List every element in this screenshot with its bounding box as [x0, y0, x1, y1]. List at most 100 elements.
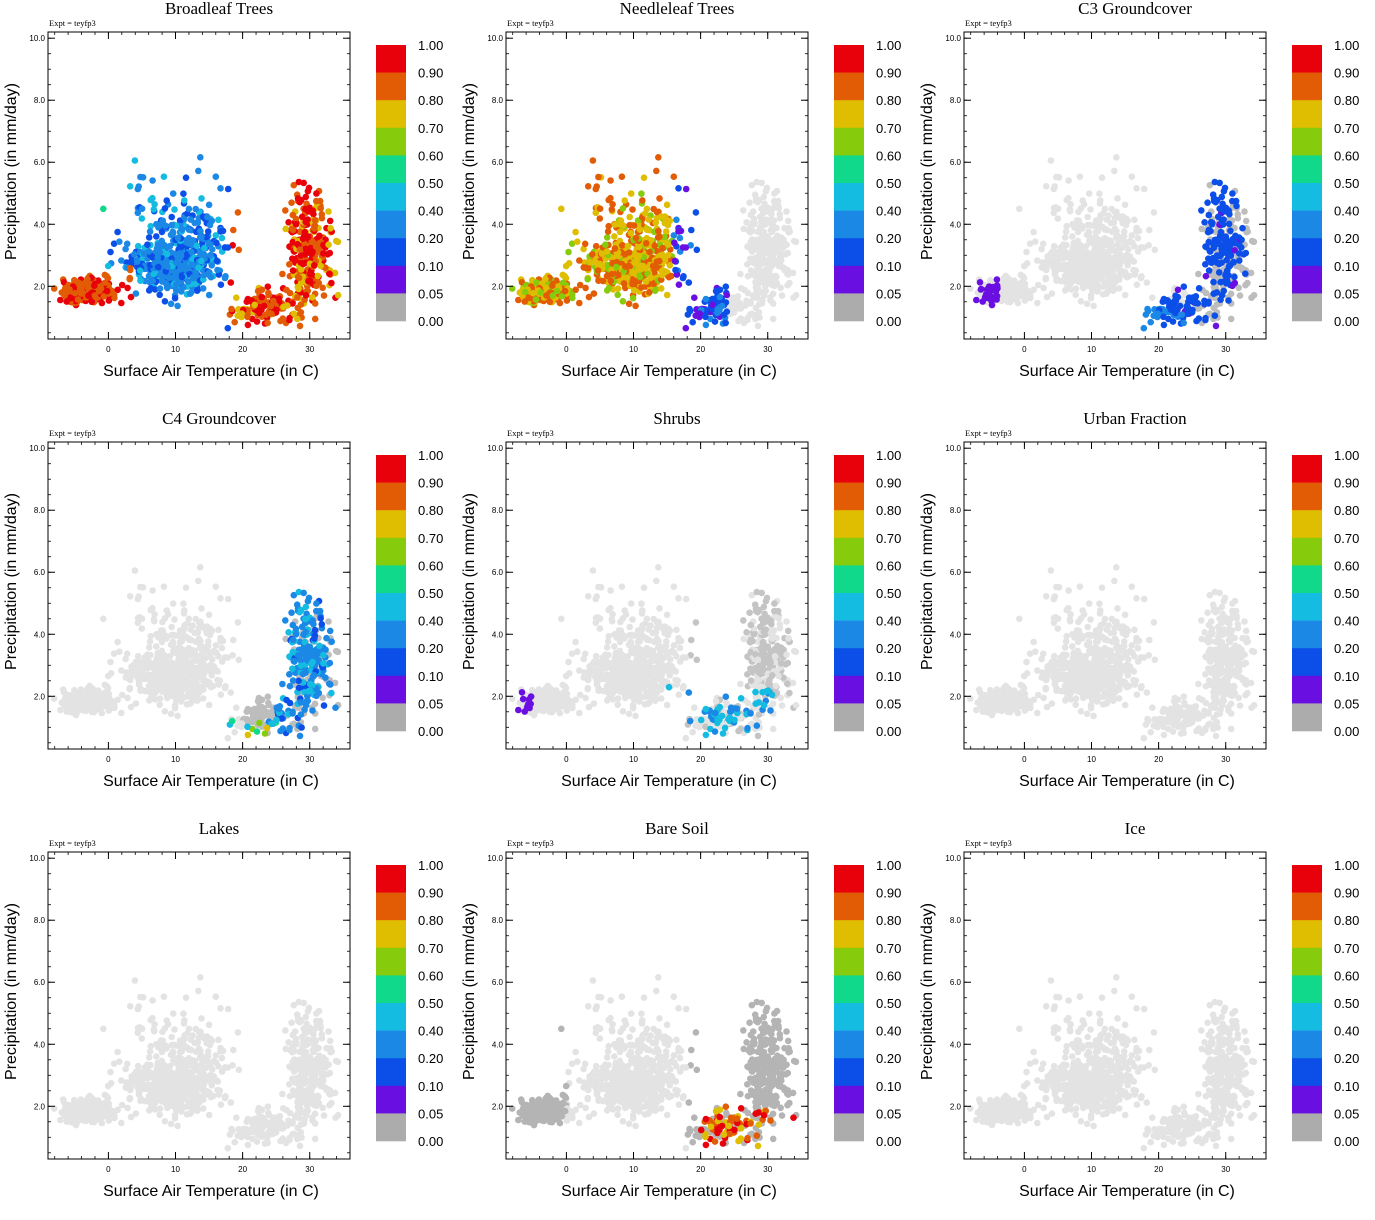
data-point	[107, 659, 114, 666]
data-point	[209, 218, 216, 225]
colorbar-segment	[834, 100, 864, 128]
colorbar-label: 0.10	[418, 259, 443, 274]
data-point	[228, 279, 235, 286]
x-tick-label: 20	[1154, 345, 1163, 354]
data-point	[111, 701, 118, 708]
data-point	[313, 283, 320, 290]
colorbar-label: 0.00	[876, 314, 901, 329]
data-point	[764, 185, 771, 192]
data-point	[179, 274, 186, 281]
data-point	[1147, 319, 1154, 326]
data-point	[1196, 315, 1203, 322]
data-point	[154, 655, 161, 662]
data-point	[1114, 258, 1121, 265]
data-point	[276, 295, 283, 302]
data-point	[1237, 292, 1244, 299]
data-point	[521, 298, 528, 305]
data-point	[298, 662, 305, 669]
data-point	[738, 304, 745, 311]
data-point	[576, 257, 583, 264]
data-point	[560, 272, 567, 279]
data-point	[217, 228, 224, 235]
panel-title: Needleleaf Trees	[620, 0, 735, 18]
data-point	[774, 233, 781, 240]
data-point	[1113, 154, 1120, 161]
data-point	[607, 195, 614, 202]
data-point	[1102, 206, 1109, 213]
data-point	[1090, 303, 1097, 310]
data-point	[1161, 322, 1168, 329]
data-point	[565, 249, 572, 256]
data-point	[198, 644, 205, 651]
data-point	[188, 289, 195, 296]
data-point	[1221, 234, 1228, 241]
data-point	[151, 271, 158, 278]
data-point	[1094, 244, 1101, 251]
panel-title: Broadleaf Trees	[165, 0, 273, 18]
x-tick-label: 30	[305, 345, 314, 354]
data-point	[186, 226, 193, 233]
data-point	[612, 245, 619, 252]
data-point	[1138, 273, 1145, 280]
data-point	[744, 261, 751, 268]
data-point	[620, 298, 627, 305]
data-point	[228, 306, 235, 313]
data-point	[181, 197, 188, 204]
data-point	[604, 234, 611, 241]
data-point	[306, 185, 313, 192]
data-point	[1146, 227, 1153, 234]
data-point	[1198, 226, 1205, 233]
data-point	[219, 235, 226, 242]
data-point	[1206, 227, 1213, 234]
x-tick-label: 20	[696, 345, 705, 354]
data-point	[255, 288, 262, 295]
x-tick-label: 0	[106, 345, 111, 354]
data-point	[784, 270, 791, 277]
data-point	[79, 289, 86, 296]
data-point	[327, 660, 334, 667]
data-point	[179, 636, 186, 643]
colorbar-label: 0.50	[876, 176, 901, 191]
data-point	[656, 234, 663, 241]
data-point	[296, 685, 303, 692]
data-point	[1000, 276, 1007, 283]
data-point	[1086, 230, 1093, 237]
data-point	[134, 668, 141, 675]
data-point	[1091, 235, 1098, 242]
data-point	[116, 648, 123, 655]
data-point	[609, 271, 616, 278]
data-point	[178, 244, 185, 251]
data-point	[778, 250, 785, 257]
data-point	[652, 287, 659, 294]
colorbar-segment	[1292, 73, 1322, 101]
data-point	[180, 600, 187, 607]
data-point	[157, 695, 164, 702]
data-point	[638, 190, 645, 197]
expt-label: Expt = teyfp3	[965, 18, 1012, 28]
data-point	[325, 241, 332, 248]
data-point	[91, 282, 98, 289]
colorbar-label: 0.00	[418, 314, 443, 329]
data-point	[653, 219, 660, 226]
data-point	[149, 587, 156, 594]
data-point	[1108, 206, 1115, 213]
data-point	[194, 653, 201, 660]
data-point	[770, 300, 777, 307]
data-point	[637, 226, 644, 233]
data-point	[293, 631, 300, 638]
data-point	[289, 710, 296, 717]
data-point	[179, 684, 186, 691]
data-point	[286, 315, 293, 322]
data-point	[530, 290, 537, 297]
data-point	[192, 206, 199, 213]
y-tick-label: 4.0	[34, 220, 46, 229]
data-point	[319, 211, 326, 218]
data-point	[164, 673, 171, 680]
data-point	[1203, 290, 1210, 297]
data-point	[161, 173, 168, 180]
data-point	[225, 186, 232, 193]
data-point	[335, 292, 342, 299]
data-point	[313, 693, 320, 700]
